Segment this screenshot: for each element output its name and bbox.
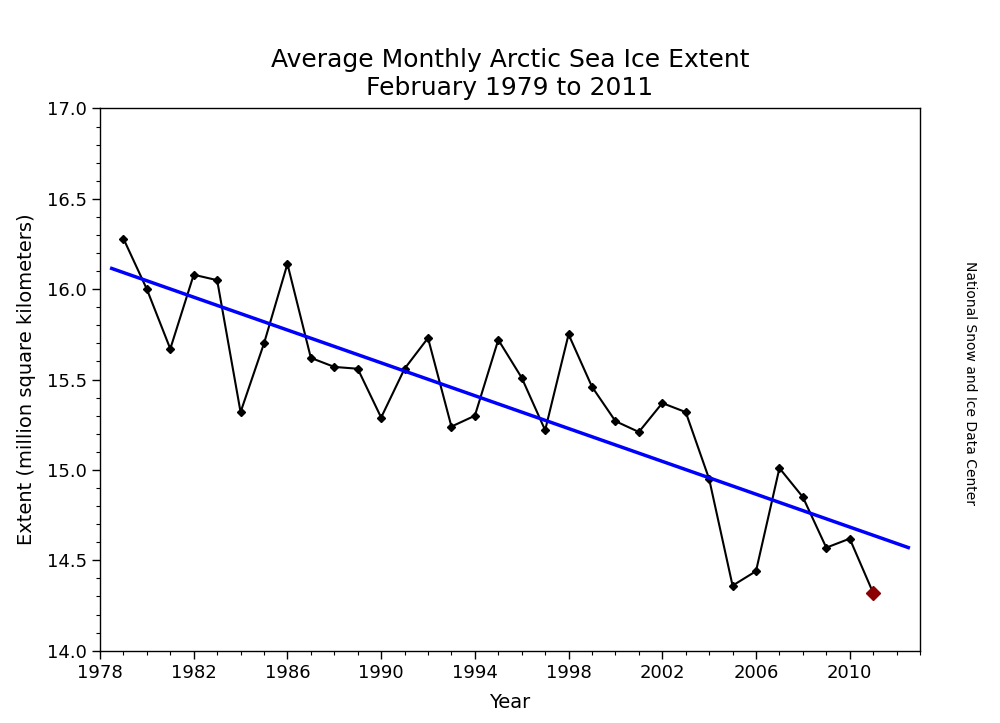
X-axis label: Year: Year [489,693,531,712]
Title: Average Monthly Arctic Sea Ice Extent
February 1979 to 2011: Average Monthly Arctic Sea Ice Extent Fe… [271,48,749,100]
Text: National Snow and Ice Data Center: National Snow and Ice Data Center [963,261,977,505]
Y-axis label: Extent (million square kilometers): Extent (million square kilometers) [17,214,36,545]
